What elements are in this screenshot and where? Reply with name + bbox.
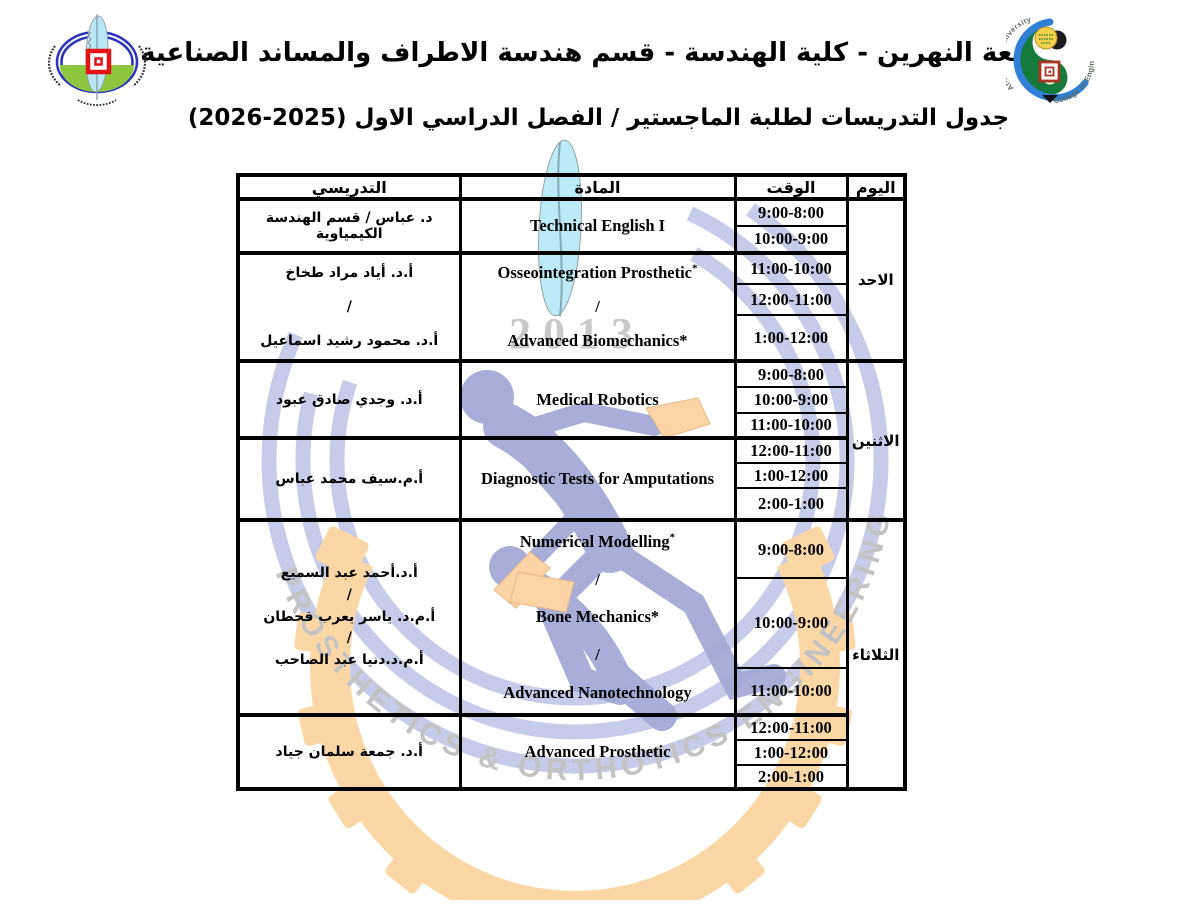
- time-cell: 10:00-9:00: [733, 577, 849, 669]
- subject-cell: Numerical Modelling* / Bone Mechanics* /…: [458, 518, 737, 716]
- instructor-cell: أ.د. وجدي صادق عبود: [236, 359, 462, 439]
- table-row: د. عباس / قسم الهندسة الكيمياوية Technic…: [236, 197, 907, 362]
- instructor-cell: أ.د. أياد مراد طخاخ / أ.د. محمود رشيد اس…: [236, 251, 462, 362]
- table-row: أ.د.أحمد عبد السميع / أ.م.د. ياسر يعرب ق…: [236, 518, 907, 790]
- table-row: 11:00-10:00: [238, 667, 905, 716]
- time-cell: 1:00-12:00: [733, 314, 849, 362]
- instructor-cell: أ.د. جمعة سلمان جياد: [236, 713, 462, 790]
- time-cell: 12:00-11:00: [733, 436, 849, 464]
- schedule-table: التدريسي المادة الوقت اليوم د. عباس / قس…: [236, 173, 907, 791]
- time-cell: 10:00-9:00: [733, 386, 849, 414]
- time-cell: 9:00-8:00: [733, 197, 849, 227]
- time-cell: 11:00-10:00: [733, 412, 849, 439]
- day-cell: الاحد: [845, 197, 907, 362]
- department-logo-icon: [48, 14, 146, 106]
- table-row: أ.د. أياد مراد طخاخ / أ.د. محمود رشيد اس…: [236, 251, 905, 362]
- subject-cell: Osseointegration Prosthetic* / Advanced …: [458, 251, 737, 362]
- time-cell: 1:00-12:00: [733, 739, 849, 766]
- subject-cell: Medical Robotics: [458, 359, 737, 439]
- time-cell: 12:00-11:00: [733, 283, 849, 316]
- time-cell: 11:00-10:00: [733, 667, 849, 716]
- time-cell: 11:00-10:00: [733, 251, 849, 285]
- time-cell: 12:00-11:00: [733, 713, 849, 741]
- header-cell-instructor: التدريسي: [236, 174, 462, 200]
- header-cell-day: اليوم: [845, 174, 907, 200]
- time-cell: 2:00-1:00: [733, 764, 849, 790]
- instructor-cell: أ.د.أحمد عبد السميع / أ.م.د. ياسر يعرب ق…: [236, 518, 462, 716]
- page-title: جامعة النهرين - كلية الهندسة - قسم هندسة…: [140, 38, 1057, 68]
- table-row: أ.د. جمعة سلمان جياد Advanced Prosthetic…: [236, 713, 905, 790]
- subject-cell: Technical English I: [458, 197, 737, 254]
- table-row: 12:00-11:00: [238, 283, 905, 316]
- time-cell: 1:00-12:00: [733, 462, 849, 489]
- header-cell-time: الوقت: [733, 174, 849, 200]
- table-row: 11:00-10:00: [238, 412, 905, 439]
- subject-cell: Advanced Prosthetic: [458, 713, 737, 790]
- instructor-cell: د. عباس / قسم الهندسة الكيمياوية: [236, 197, 462, 254]
- table-row: أ.م.سيف محمد عباس Diagnostic Tests for A…: [236, 436, 905, 521]
- day-cell: الاثنين: [845, 359, 907, 521]
- table-row: أ.د. وجدي صادق عبود Medical Robotics 9:0…: [236, 359, 907, 521]
- table-row: 1:00-12:00: [238, 462, 905, 489]
- header-cell-subject: المادة: [458, 174, 737, 200]
- time-cell: 10:00-9:00: [733, 225, 849, 254]
- time-cell: 9:00-8:00: [733, 359, 849, 388]
- subject-cell: Diagnostic Tests for Amputations: [458, 436, 737, 521]
- table-row: 10:00-9:00: [238, 577, 905, 669]
- table-row: 2:00-1:00: [238, 764, 905, 790]
- college-logo-icon: Al-Nahrain University College of Enginee…: [1006, 14, 1096, 105]
- table-row: 1:00-12:00: [238, 739, 905, 766]
- time-cell: 9:00-8:00: [733, 518, 849, 579]
- table-row: 2:00-1:00: [238, 487, 905, 521]
- page-subtitle: جدول التدريسات لطلبة الماجستير / الفصل ا…: [187, 105, 1010, 131]
- table-header-row: التدريسي المادة الوقت اليوم: [236, 174, 907, 200]
- table-row: 1:00-12:00: [238, 314, 905, 362]
- table-row: 10:00-9:00: [238, 386, 905, 414]
- time-cell: 2:00-1:00: [733, 487, 849, 521]
- instructor-cell: أ.م.سيف محمد عباس: [236, 436, 462, 521]
- day-cell: الثلاثاء: [845, 518, 907, 790]
- table-row: 10:00-9:00: [238, 225, 905, 254]
